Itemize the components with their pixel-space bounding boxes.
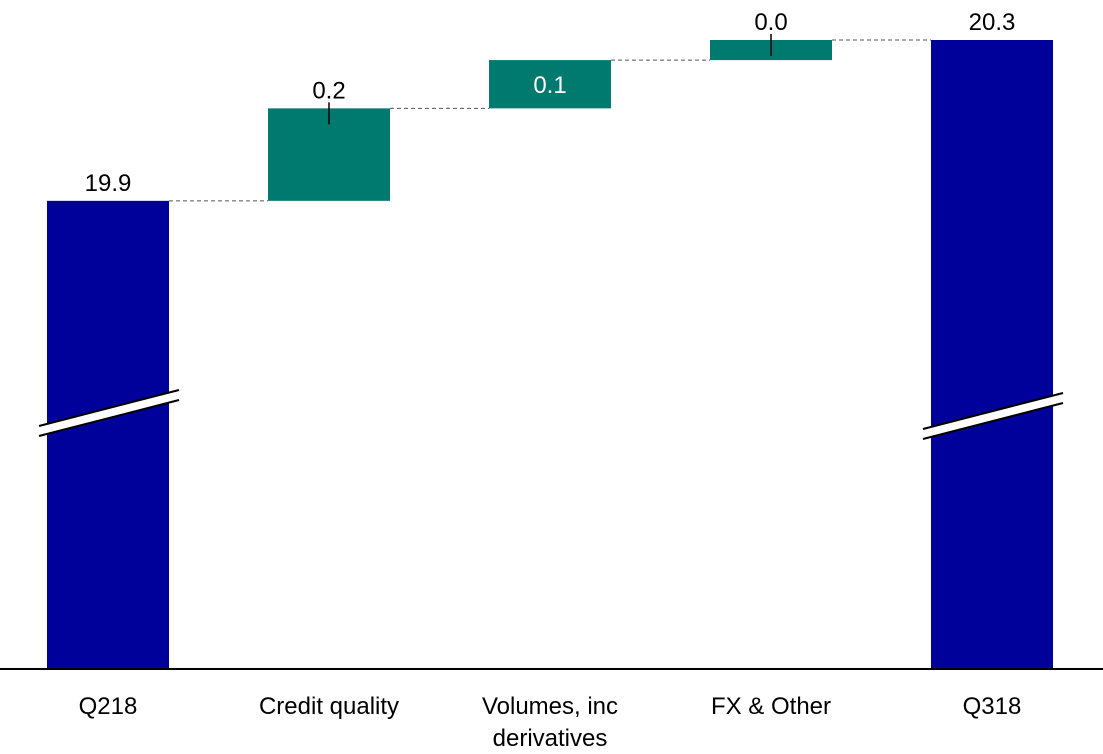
axis-break-q218 [38, 389, 180, 437]
category-labels: Q218 Credit quality Volumes, inc derivative… [79, 693, 1022, 752]
bar-q218 [47, 200, 169, 669]
bars [47, 40, 1053, 669]
bar-volumes-inc-derivatives [489, 60, 611, 109]
value-label-fx-other: 0.0 [754, 9, 787, 36]
value-label-q318: 20.3 [969, 9, 1016, 36]
axis-breaks [38, 389, 1064, 440]
value-label-credit-quality: 0.2 [312, 77, 345, 104]
category-label-fx-other: FX & Other [711, 693, 831, 720]
value-label-volumes-inc-derivatives: 0.1 [533, 72, 566, 99]
category-label-q318: Q318 [963, 693, 1022, 720]
value-labels: 19.9 0.2 0.1 0.0 20.3 [85, 9, 1016, 197]
category-label-credit-quality: Credit quality [259, 693, 399, 720]
value-label-q218: 19.9 [85, 170, 132, 197]
category-label-q218: Q218 [79, 693, 138, 720]
category-label-volumes-inc-derivatives: Volumes, inc derivatives [482, 693, 618, 752]
bar-q318 [931, 40, 1053, 669]
connectors [169, 39, 931, 202]
axis-break-q318 [922, 392, 1064, 440]
